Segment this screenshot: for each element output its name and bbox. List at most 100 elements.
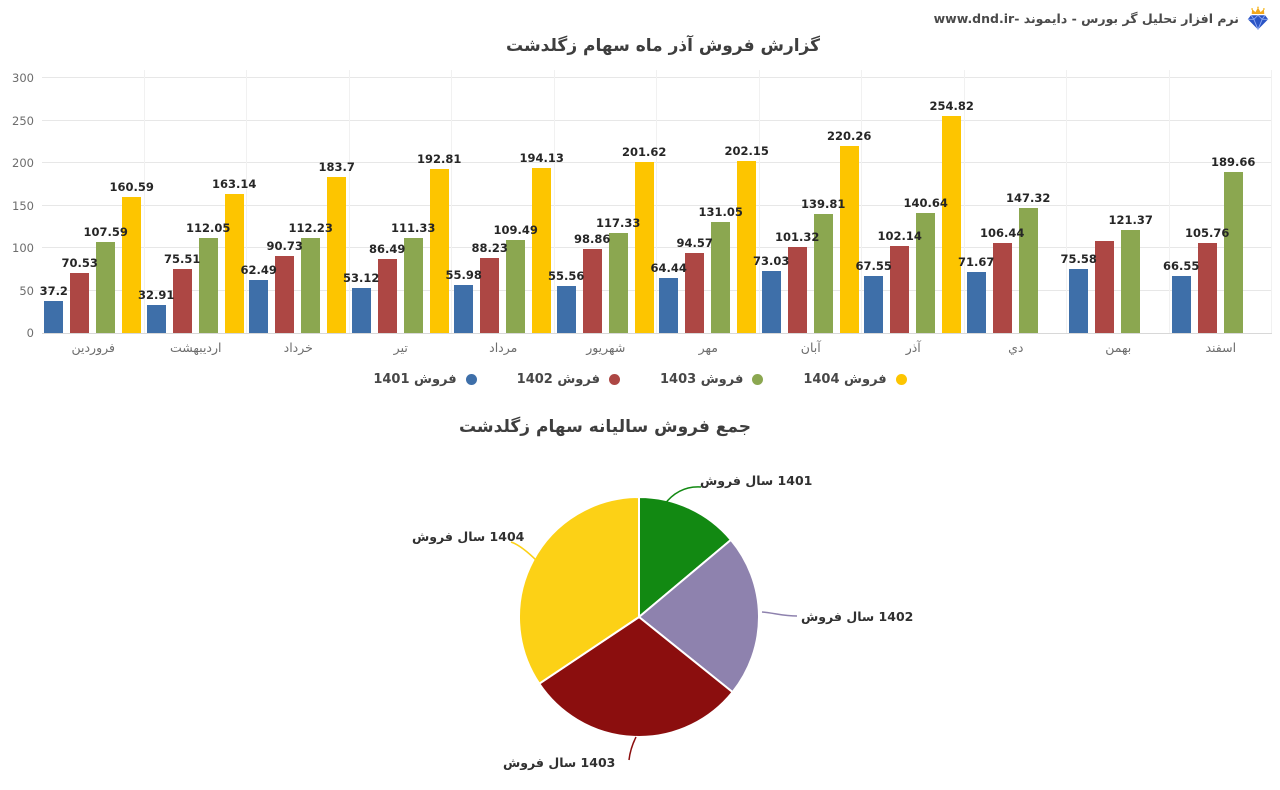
bar-value-label: 140.64 bbox=[903, 196, 948, 211]
legend-item[interactable]: فروش 1401 bbox=[373, 372, 477, 387]
bar: 75.58 bbox=[1061, 252, 1097, 333]
bar: 75.51 bbox=[164, 252, 200, 333]
pie-slice-label-1401: فروش سال 1401 bbox=[700, 473, 813, 488]
bar-chart-y-axis: 0 50 100 150 200 250 300 bbox=[0, 70, 34, 340]
y-axis-tick-label: 50 bbox=[19, 283, 34, 298]
bar-value-label: 53.12 bbox=[343, 270, 380, 285]
bar: 220.26 bbox=[827, 129, 871, 333]
month-group: 75.58 121.37 bbox=[1061, 70, 1170, 333]
bar-slot: 140.64 bbox=[904, 70, 948, 333]
bar: 131.05 bbox=[699, 205, 743, 333]
legend-label: فروش 1403 bbox=[660, 372, 744, 387]
bar-value-label: 147.32 bbox=[1006, 190, 1051, 205]
pie-chart-title: جمع فروش سالیانه سهام زگلدشت bbox=[458, 417, 752, 437]
legend-item[interactable]: فروش 1403 bbox=[660, 372, 764, 387]
month-label: فروردین bbox=[71, 340, 115, 355]
bar-value-label: 202.15 bbox=[724, 144, 769, 159]
bar-value-label: 94.57 bbox=[676, 235, 713, 250]
bar-slot: 106.44 bbox=[980, 70, 1024, 333]
y-axis-tick-label: 0 bbox=[26, 326, 34, 340]
bar-value-label: 55.98 bbox=[445, 268, 482, 283]
bar: 70.53 bbox=[62, 256, 98, 333]
bar: 139.81 bbox=[801, 197, 845, 333]
month-label: آبان bbox=[800, 340, 821, 355]
bar-slot: 201.62 bbox=[622, 70, 666, 333]
bar: 55.98 bbox=[446, 268, 482, 333]
bar: 98.86 bbox=[574, 232, 610, 333]
bar-slot: 160.59 bbox=[110, 70, 154, 333]
bar-slot: 86.49 bbox=[369, 70, 405, 333]
bar-value-label: 131.05 bbox=[698, 204, 743, 219]
bar-slot: 67.55 bbox=[856, 70, 892, 333]
bar: 88.23 bbox=[472, 241, 508, 333]
month-label: خرداد bbox=[283, 340, 313, 355]
bar: 189.66 bbox=[1211, 155, 1255, 333]
bar: 101.32 bbox=[775, 230, 819, 333]
month-group: 71.67 106.44 147.32 bbox=[958, 70, 1067, 333]
month-label: اسفند bbox=[1205, 340, 1237, 355]
month-label: بهمن bbox=[1105, 340, 1132, 355]
bar: 107.59 bbox=[84, 225, 128, 333]
legend-item[interactable]: فروش 1402 bbox=[517, 372, 620, 387]
bar-value-label: 75.51 bbox=[164, 251, 201, 266]
bar-value-label: 55.56 bbox=[548, 268, 585, 283]
bar-slot: 64.44 bbox=[651, 70, 687, 333]
month-label: مرداد bbox=[489, 340, 518, 355]
bar-slot: 53.12 bbox=[343, 70, 379, 333]
bar-slot: 147.32 bbox=[1006, 70, 1050, 333]
bar-value-label: 90.73 bbox=[266, 238, 303, 253]
bar: 163.14 bbox=[212, 177, 256, 333]
month-label: مهر bbox=[698, 340, 718, 355]
bar-value-label: 75.58 bbox=[1060, 251, 1097, 266]
bar-value-label: 67.55 bbox=[855, 258, 892, 273]
bar-slot: 101.32 bbox=[775, 70, 819, 333]
bar: 106.44 bbox=[980, 226, 1024, 333]
bar-value-label: 183.7 bbox=[318, 159, 355, 174]
month-group: 67.55 102.14 140.64 254.82 bbox=[856, 70, 974, 333]
bar-slot: 102.14 bbox=[878, 70, 922, 333]
legend-label: فروش 1402 bbox=[516, 372, 600, 387]
bar: 67.55 bbox=[856, 259, 892, 333]
bar: 71.67 bbox=[958, 255, 994, 333]
bar-value-label: 139.81 bbox=[801, 197, 846, 212]
bar-slot: 88.23 bbox=[472, 70, 508, 333]
bar-slot: 254.82 bbox=[930, 70, 974, 333]
bar-slot bbox=[1095, 70, 1115, 333]
gridline bbox=[42, 247, 1272, 248]
bar: 160.59 bbox=[110, 180, 154, 333]
month-label: اردیبهشت bbox=[169, 340, 222, 355]
legend-dot-icon bbox=[895, 374, 907, 385]
month-group: 62.49 90.73 112.23 183.7 bbox=[241, 70, 355, 333]
bar-value-label: 62.49 bbox=[240, 262, 277, 277]
bar-value-label: 112.23 bbox=[288, 220, 333, 235]
bar-slot: 62.49 bbox=[241, 70, 277, 333]
bar: 105.76 bbox=[1185, 226, 1229, 333]
bar: 202.15 bbox=[725, 144, 769, 333]
bar-slot: 37.2 bbox=[40, 70, 68, 333]
bar-slot: 183.7 bbox=[319, 70, 355, 333]
bar-value-label: 192.81 bbox=[417, 152, 462, 167]
bar-value-label: 98.86 bbox=[574, 231, 611, 246]
bar-chart-plot: 37.2 70.53 107.59 160.59 32.91 75.51 112.05 163… bbox=[40, 70, 1272, 334]
bar: 194.13 bbox=[520, 151, 564, 333]
pie-slice-label-1402: فروش سال 1402 bbox=[801, 609, 914, 624]
bar: 192.81 bbox=[417, 152, 461, 333]
bar-value-label: 106.44 bbox=[980, 225, 1025, 240]
bar-value-label: 117.33 bbox=[596, 216, 641, 231]
bar-slot: 98.86 bbox=[574, 70, 610, 333]
bar-chart-title: گزارش فروش آذر ماه سهام زگلدشت bbox=[505, 36, 821, 56]
bar-value-label: 220.26 bbox=[827, 128, 872, 143]
bar: 62.49 bbox=[241, 263, 277, 333]
bar-value-label: 111.33 bbox=[391, 221, 436, 236]
bar-value-label: 102.14 bbox=[877, 229, 922, 244]
legend-item[interactable]: فروش 1404 bbox=[803, 372, 907, 387]
gridline bbox=[42, 289, 1272, 291]
legend-label: فروش 1401 bbox=[373, 372, 457, 387]
bar-slot: 90.73 bbox=[267, 70, 303, 333]
bar-slot: 70.53 bbox=[62, 70, 98, 333]
bar-value-label: 37.2 bbox=[39, 284, 68, 299]
bar: 73.03 bbox=[753, 254, 789, 333]
pie-slice-label-1404: فروش سال 1404 bbox=[412, 529, 525, 544]
month-group: 73.03 101.32 139.81 220.26 bbox=[753, 70, 871, 333]
